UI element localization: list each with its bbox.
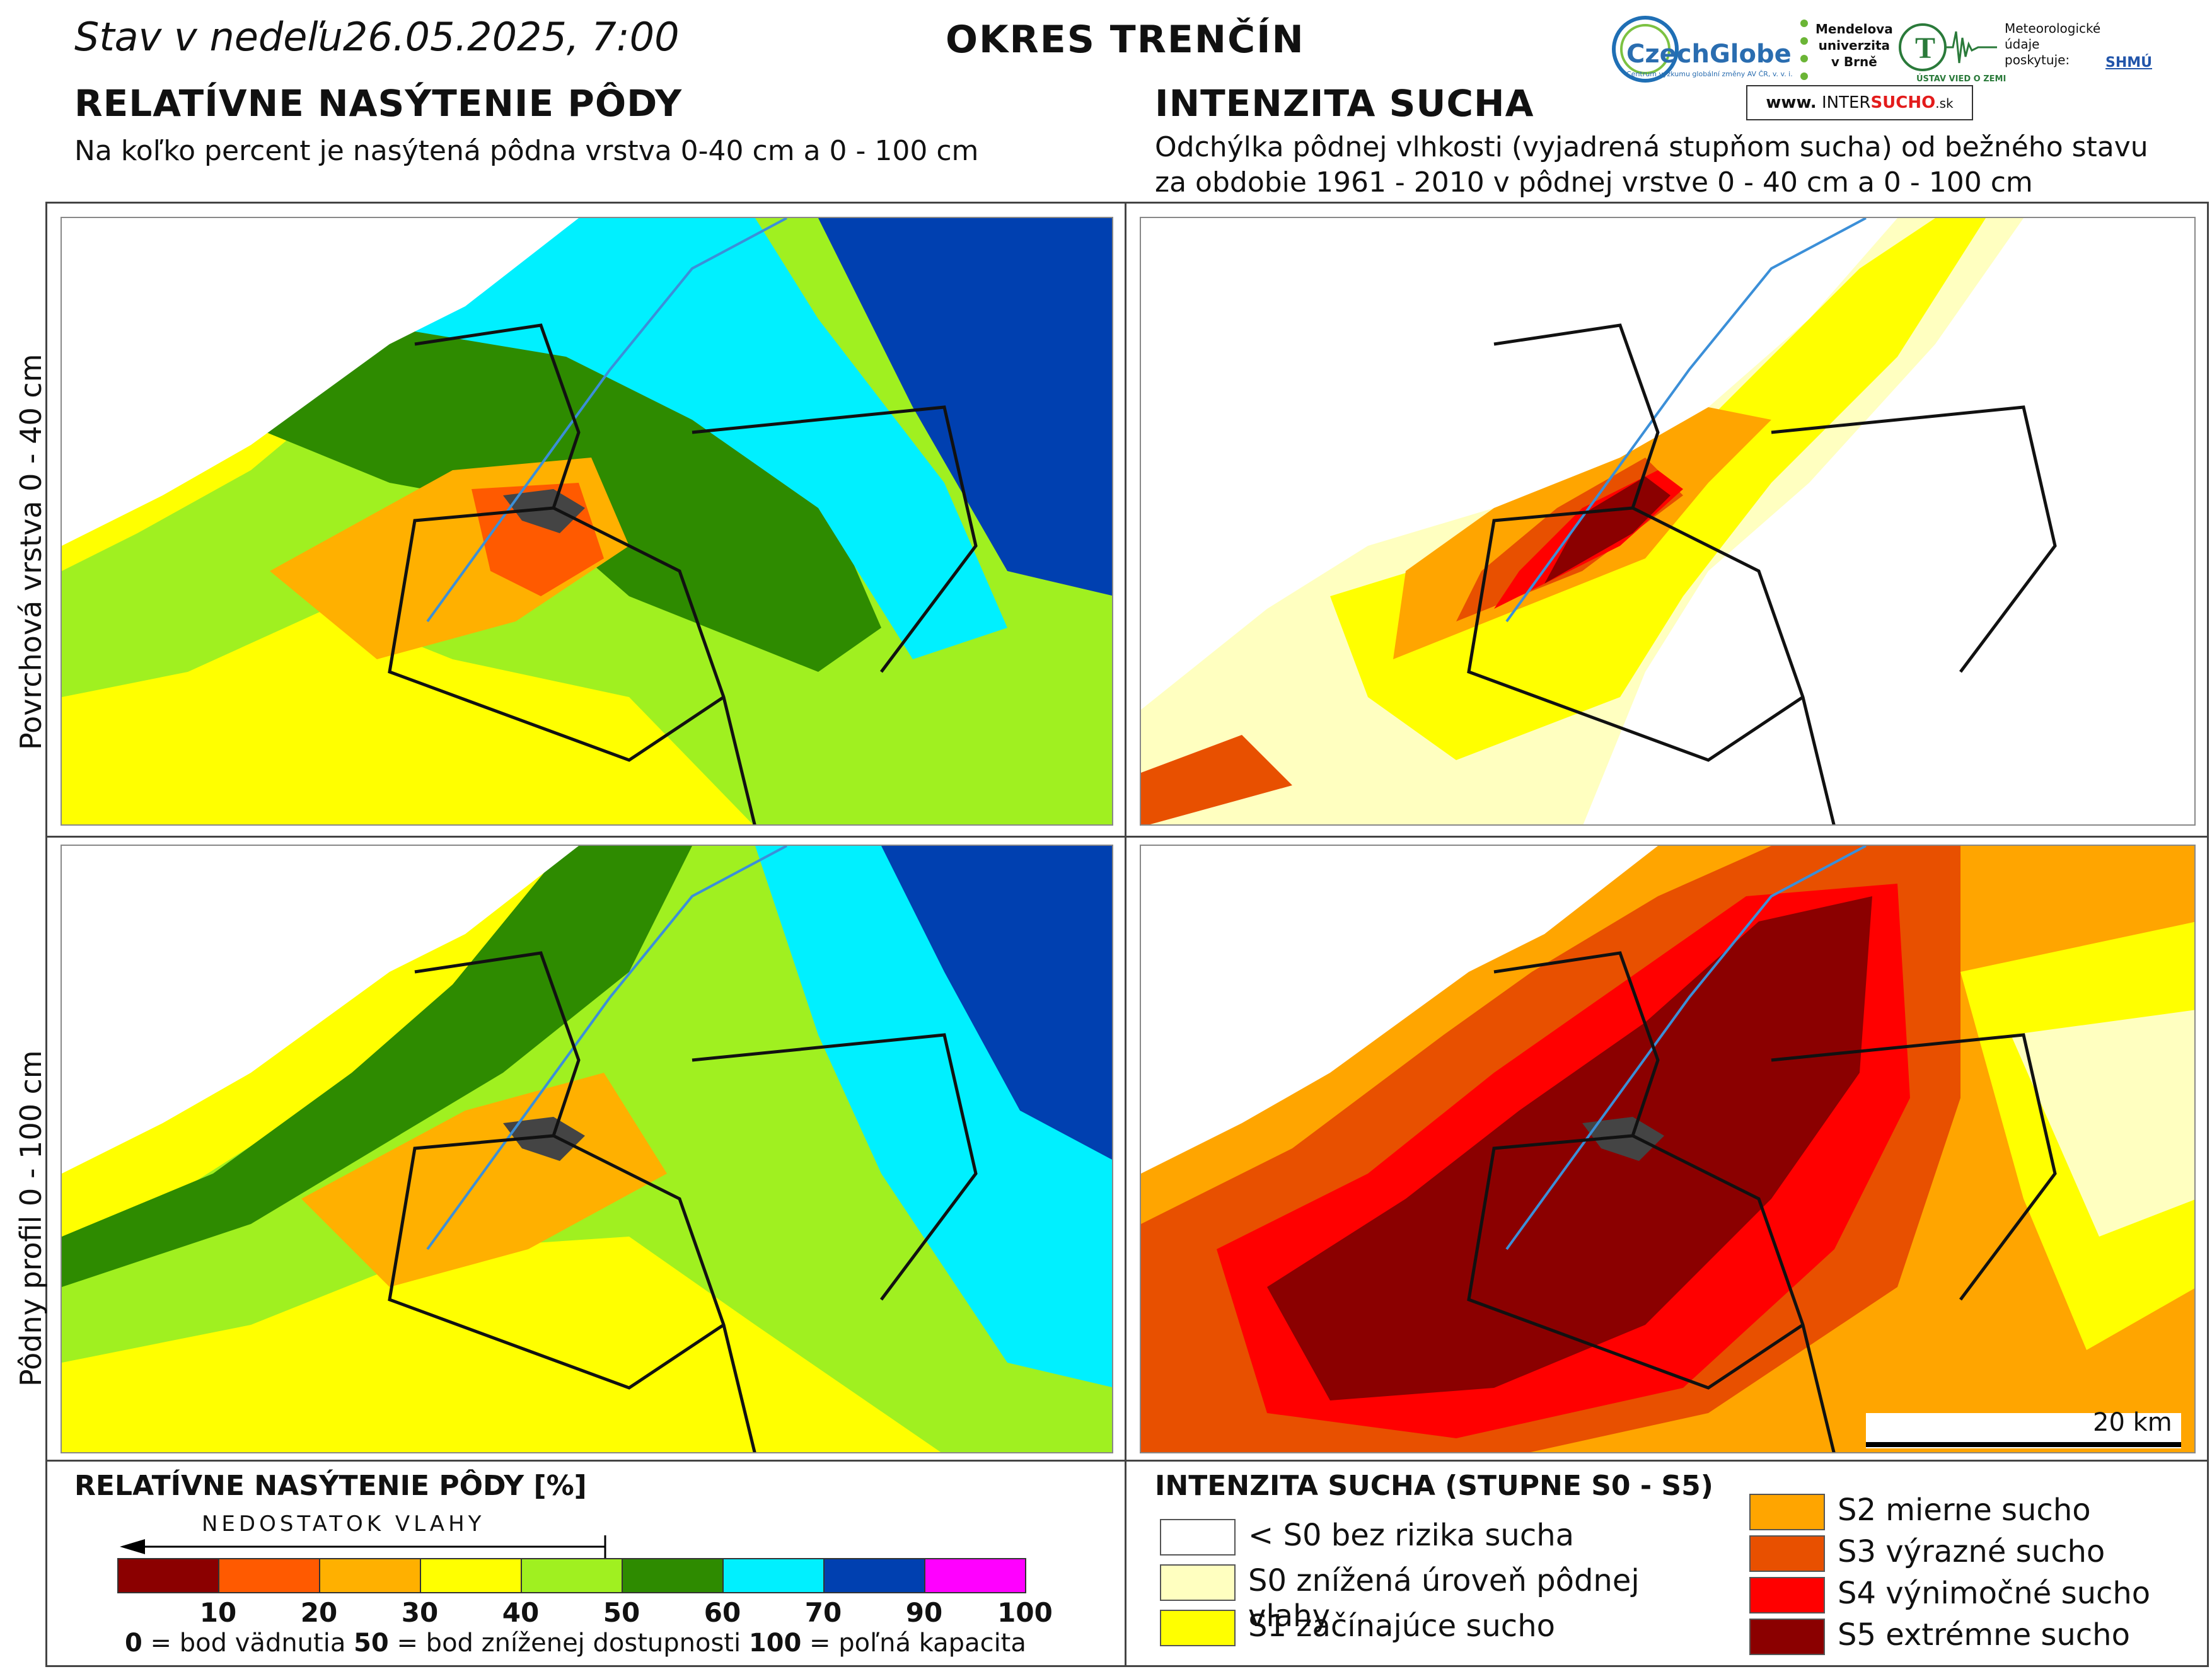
map-drought-profile: 20 km — [1140, 845, 2196, 1453]
colorbar-segment — [420, 1558, 522, 1593]
note-50-value: 50 — [354, 1629, 389, 1658]
colorbar-segment — [622, 1558, 724, 1593]
colorbar-tick-label: 90 — [905, 1597, 943, 1628]
note-0-value: 0 — [125, 1629, 142, 1658]
map-saturation-profile — [61, 845, 1113, 1453]
drought-class-swatch — [1749, 1494, 1825, 1530]
drought-class-swatch — [1160, 1564, 1236, 1601]
partner-logos: CzechGlobe Centrum výzkumu globální změn… — [1607, 9, 2175, 123]
colorbar-segment — [722, 1558, 825, 1593]
drought-legend-col1: < S0 bez rizika sucha S0 znížená úroveň p… — [1160, 1518, 1664, 1664]
vertical-divider — [1125, 202, 1126, 1667]
intersucho-www: www. — [1766, 93, 1817, 112]
right-panel-subtitle-2: za obdobie 1961 - 2010 v pôdnej vrstve 0… — [1155, 166, 2033, 199]
colorbar-segment — [319, 1558, 421, 1593]
legend-divider — [45, 1460, 2209, 1462]
colorbar-segment — [117, 1558, 219, 1593]
saturation-colorbar — [117, 1558, 1026, 1593]
intersucho-sucho: SUCHO — [1870, 93, 1936, 112]
meteo-line1: Meteorologické — [2005, 21, 2101, 36]
mendel-university-logo: Mendelova univerzita v Brně — [1797, 16, 1893, 91]
shmu-name: SHMÚ — [2105, 55, 2153, 71]
drought-class-label: S0 znížená úroveň pôdnej vlahy — [1248, 1563, 1640, 1634]
colorbar-tick-label: 50 — [603, 1597, 640, 1628]
row-label-bottom: Pôdny profil 0 - 100 cm — [14, 1050, 48, 1387]
legend-left-title: RELATÍVNE NASÝTENIE PÔDY [%] — [74, 1470, 587, 1502]
colorbar-tick-label: 70 — [804, 1597, 842, 1628]
colorbar-tick-label: 40 — [502, 1597, 540, 1628]
uvz-name: ÚSTAV VIED O ZEMI — [1916, 74, 2006, 84]
colorbar-segment — [924, 1558, 1026, 1593]
mendel-line3: v Brně — [1831, 54, 1877, 69]
moisture-deficit-arrow — [120, 1535, 606, 1558]
main-frame — [45, 202, 2209, 1667]
czechglobe-subtitle: Centrum výzkumu globální změny AV ČR, v.… — [1626, 70, 1793, 78]
drought-class-label: S5 extrémne sucho — [1838, 1617, 2130, 1653]
colorbar-segment — [218, 1558, 320, 1593]
colorbar-segment — [521, 1558, 623, 1593]
colorbar-tick-label: 20 — [300, 1597, 338, 1628]
legend-right-title: INTENZITA SUCHA (STUPNE S0 - S5) — [1155, 1470, 1713, 1502]
left-panel-title: RELATÍVNE NASÝTENIE PÔDY — [74, 82, 683, 125]
moisture-deficit-label: NEDOSTATOK VLAHY — [202, 1511, 485, 1537]
drought-legend-col2: S2 mierne sucho S3 výrazné sucho S4 výnimo… — [1749, 1492, 2191, 1670]
mendel-line2: univerzita — [1818, 38, 1891, 53]
drought-class-label: S4 výnimočné sucho — [1838, 1576, 2151, 1611]
note-100-text: = poľná kapacita — [801, 1629, 1026, 1658]
drought-class-label: S1 začínajúce sucho — [1248, 1608, 1555, 1644]
drought-class-swatch — [1160, 1610, 1236, 1646]
intersucho-sk: .sk — [1935, 96, 1954, 111]
czechglobe-globe-icon — [1612, 16, 1679, 83]
seismograph-icon: T — [1899, 23, 1997, 71]
saturation-note: 0 = bod vädnutia 50 = bod zníženej dostu… — [125, 1629, 1026, 1658]
note-0-text: = bod vädnutia — [142, 1629, 354, 1658]
drought-class-swatch — [1749, 1619, 1825, 1655]
colorbar-tick-label: 10 — [199, 1597, 237, 1628]
date-stamp: Stav v nedeľu26.05.2025, 7:00 — [74, 14, 680, 60]
intersucho-logo: www. INTERSUCHO.sk — [1746, 85, 1973, 120]
note-50-text: = bod zníženej dostupnosti — [388, 1629, 749, 1658]
map-drought-topsoil — [1140, 217, 2196, 826]
drought-class-swatch — [1160, 1519, 1236, 1556]
map-saturation-topsoil — [61, 217, 1113, 826]
uvz-logo: T ÚSTAV VIED O ZEMI — [1897, 19, 2006, 88]
note-100-value: 100 — [748, 1629, 802, 1658]
saturation-colorbar-ticks: 10 20 30 40 50 60 70 90 100 — [117, 1593, 1053, 1628]
left-panel-subtitle: Na koľko percent je nasýtená pôdna vrstv… — [74, 135, 979, 167]
colorbar-tick-label: 100 — [997, 1597, 1053, 1628]
mendel-line1: Mendelova — [1815, 21, 1893, 37]
district-title: OKRES TRENČÍN — [946, 18, 1305, 62]
drought-class-label: < S0 bez rizika sucha — [1248, 1518, 1575, 1553]
drought-class-label: S3 výrazné sucho — [1838, 1534, 2105, 1569]
meteo-line3: poskytuje: — [2005, 52, 2070, 67]
colorbar-tick-label: 60 — [704, 1597, 741, 1628]
colorbar-segment — [823, 1558, 925, 1593]
middle-divider — [45, 836, 2209, 838]
czechglobe-name: CzechGlobe — [1626, 40, 1792, 69]
right-panel-title: INTENZITA SUCHA — [1155, 82, 1534, 125]
scale-bar-label: 20 km — [2093, 1408, 2172, 1437]
row-label-top: Povrchová vrstva 0 - 40 cm — [14, 354, 48, 750]
colorbar-tick-label: 30 — [401, 1597, 439, 1628]
meteo-line2: údaje — [2005, 37, 2040, 52]
svg-text:T: T — [1915, 32, 1935, 65]
czechglobe-logo: CzechGlobe Centrum výzkumu globální změn… — [1607, 14, 1793, 90]
shmu-logo: Meteorologické údaje poskytuje: SHMÚ — [2005, 21, 2156, 96]
right-panel-subtitle-1: Odchýlka pôdnej vlhkosti (vyjadrená stup… — [1155, 131, 2148, 163]
drought-class-label: S2 mierne sucho — [1838, 1492, 2091, 1528]
intersucho-inter: INTER — [1821, 93, 1871, 112]
mendel-dots-icon — [1800, 20, 1808, 80]
drought-class-swatch — [1749, 1577, 1825, 1613]
drought-class-swatch — [1749, 1535, 1825, 1572]
